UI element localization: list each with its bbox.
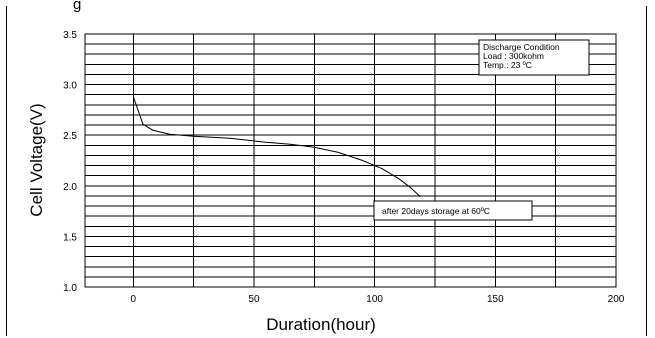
top-caption: g (73, 0, 82, 13)
x-tick-label: 100 (366, 294, 383, 305)
discharge-condition-box: Discharge Condition Load : 300kohm Temp.… (478, 39, 590, 76)
x-tick-label: 150 (487, 294, 504, 305)
x-tick-label: 0 (130, 294, 136, 305)
x-tick-label: 50 (248, 294, 260, 305)
series-line (132, 96, 421, 198)
y-tick-label: 1.0 (63, 283, 77, 294)
plot-area (84, 33, 617, 288)
y-axis-label: Cell Voltage(V) (27, 103, 46, 216)
y-tick-label: 3.0 (63, 81, 77, 92)
y-tick-label: 3.5 (63, 30, 77, 41)
y-tick-label: 1.5 (63, 232, 77, 243)
y-tick-label: 2.5 (63, 131, 77, 142)
x-axis-label: Duration(hour) (266, 315, 376, 334)
tick-labels: 0 50 100 150 200 1.0 1.5 2.0 2.5 3.0 3.5 (63, 30, 625, 305)
box-line-3: Temp.: 23 ºC (483, 60, 532, 70)
box-line-1: Discharge Condition (483, 42, 560, 52)
storage-note: after 20days storage at 60ºC (382, 206, 490, 216)
storage-note-box: after 20days storage at 60ºC (373, 200, 533, 221)
x-tick-label: 200 (608, 294, 625, 305)
box-line-2: Load : 300kohm (483, 51, 544, 61)
figure-frame: g (6, 0, 647, 336)
y-tick-label: 2.0 (63, 182, 77, 193)
